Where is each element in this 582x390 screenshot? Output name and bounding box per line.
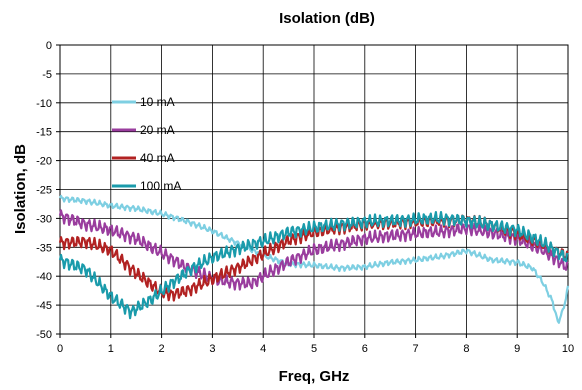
data-series — [58, 194, 570, 324]
x-tick-label: 3 — [209, 343, 215, 355]
y-axis-title: Isolation, dB — [12, 144, 29, 234]
x-tick-label: 7 — [413, 343, 419, 355]
x-tick-label: 1 — [108, 343, 114, 355]
x-tick-label: 10 — [562, 343, 574, 355]
x-tick-label: 0 — [57, 343, 63, 355]
legend: 10 mA 20 mA 40 mA 100 mA — [112, 95, 181, 193]
x-tick-label: 5 — [311, 343, 317, 355]
x-tick-label: 8 — [463, 343, 469, 355]
grid-lines — [60, 45, 568, 334]
y-tick-label: -50 — [36, 329, 52, 341]
legend-label: 20 mA — [140, 123, 175, 137]
legend-label: 100 mA — [140, 179, 181, 193]
axis-ticks: 0 -5 -10 -15 -20 -25 -30 -35 -40 -45 -50 0 1 2 3 4 5 6 7 8 9… — [36, 40, 574, 355]
x-tick-label: 4 — [260, 343, 266, 355]
chart-title: Isolation (dB) — [279, 10, 375, 27]
y-tick-label: -45 — [36, 300, 52, 312]
legend-label: 10 mA — [140, 95, 175, 109]
y-tick-label: -35 — [36, 242, 52, 254]
x-tick-label: 2 — [159, 343, 165, 355]
y-tick-label: -20 — [36, 156, 52, 168]
y-tick-label: -30 — [36, 213, 52, 225]
y-tick-label: -15 — [36, 127, 52, 139]
series-line-10-ma — [58, 194, 570, 324]
y-tick-label: 0 — [46, 40, 52, 52]
series-line-100-ma — [58, 211, 569, 320]
x-axis-title: Freq, GHz — [279, 368, 350, 385]
y-tick-label: -10 — [36, 98, 52, 110]
y-tick-label: -40 — [36, 271, 52, 283]
y-tick-label: -5 — [42, 69, 52, 81]
x-tick-label: 6 — [362, 343, 368, 355]
series-line-20-ma — [58, 209, 569, 291]
legend-label: 40 mA — [140, 151, 175, 165]
x-tick-label: 9 — [514, 343, 520, 355]
y-tick-label: -25 — [36, 185, 52, 197]
